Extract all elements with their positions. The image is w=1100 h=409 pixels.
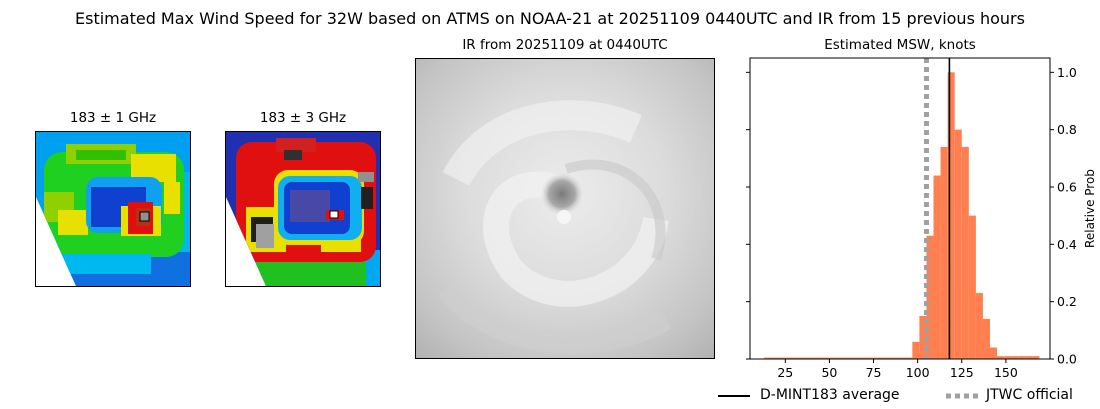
histogram-bar bbox=[954, 129, 962, 359]
legend-jtwc-swatch bbox=[946, 393, 978, 399]
figure-title: Estimated Max Wind Speed for 32W based o… bbox=[75, 9, 1025, 28]
histogram-bar bbox=[771, 357, 779, 359]
histogram-title: Estimated MSW, knots bbox=[824, 37, 976, 53]
histogram-bar bbox=[862, 357, 870, 359]
y-tick-label: 1.0 bbox=[1057, 65, 1077, 80]
x-tick-label: 75 bbox=[866, 365, 882, 380]
ir-panel-title: IR from 20251109 at 0440UTC bbox=[462, 37, 668, 53]
histogram-bar bbox=[877, 357, 885, 359]
ir-image-panel bbox=[415, 58, 715, 359]
legend-jtwc-label: JTWC official bbox=[986, 387, 1073, 403]
histogram-bar bbox=[933, 175, 941, 359]
histogram-bar bbox=[1004, 356, 1012, 359]
mw1-image-panel bbox=[35, 131, 191, 287]
y-tick-label: 0.4 bbox=[1057, 237, 1077, 252]
histogram-bar bbox=[898, 357, 906, 359]
histogram-bar bbox=[764, 357, 772, 359]
histogram-bar bbox=[785, 357, 793, 359]
ir-satellite-image bbox=[416, 59, 714, 358]
x-tick-label: 25 bbox=[777, 365, 793, 380]
histogram-bar bbox=[813, 357, 821, 359]
mw1-panel-title: 183 ± 1 GHz bbox=[69, 110, 157, 126]
histogram-bar bbox=[841, 357, 849, 359]
histogram-bar bbox=[975, 293, 983, 359]
x-tick-label: 150 bbox=[994, 365, 1018, 380]
histogram-bar bbox=[799, 357, 807, 359]
histogram-axes-frame bbox=[749, 57, 1051, 360]
histogram-bar bbox=[1025, 356, 1033, 359]
histogram-bar bbox=[1018, 356, 1026, 359]
histogram-bar bbox=[947, 72, 955, 359]
histogram-bar bbox=[919, 316, 927, 359]
histogram-bar bbox=[884, 357, 892, 359]
y-tick-label: 0.8 bbox=[1057, 122, 1077, 137]
histogram-bar bbox=[778, 357, 786, 359]
histogram-bar bbox=[891, 357, 899, 359]
histogram-bar bbox=[968, 215, 976, 359]
histogram-bar bbox=[1032, 356, 1040, 359]
mw1-brightness-temperature-map bbox=[36, 132, 190, 286]
histogram-bar bbox=[855, 357, 863, 359]
y-tick-label: 0.6 bbox=[1057, 180, 1077, 195]
y-tick-label: 0.2 bbox=[1057, 294, 1077, 309]
histogram-y-axis-label: Relative Prob bbox=[1083, 169, 1097, 248]
histogram-bar bbox=[940, 146, 948, 359]
histogram-bar bbox=[848, 357, 856, 359]
x-tick-label: 125 bbox=[950, 365, 974, 380]
histogram-bar bbox=[827, 357, 835, 359]
legend-dmint-swatch bbox=[718, 395, 750, 397]
histogram-bar bbox=[820, 357, 828, 359]
histogram-bar bbox=[792, 357, 800, 359]
x-tick-label: 50 bbox=[821, 365, 837, 380]
mw2-image-panel bbox=[225, 131, 381, 287]
histogram-bar bbox=[926, 235, 934, 359]
chart-legend: D-MINT183 average JTWC official bbox=[718, 385, 1098, 407]
histogram-bar bbox=[912, 341, 920, 359]
histogram-bar bbox=[982, 318, 990, 359]
histogram-bar bbox=[806, 357, 814, 359]
histogram-bar bbox=[1011, 356, 1019, 359]
histogram-bar bbox=[990, 347, 998, 359]
histogram-bar bbox=[997, 356, 1005, 359]
legend-dmint-label: D-MINT183 average bbox=[760, 387, 900, 403]
histogram-bar bbox=[834, 357, 842, 359]
mw2-panel-title: 183 ± 3 GHz bbox=[259, 110, 347, 126]
histogram-bar bbox=[961, 146, 969, 359]
y-tick-label: 0.0 bbox=[1057, 352, 1077, 367]
msw-histogram-chart: 25 50 75 100 125 150 0.0 0.2 0.4 0.6 0.8 1.0 Relat… bbox=[746, 57, 1097, 380]
histogram-bar bbox=[905, 357, 913, 359]
histogram-bar bbox=[870, 357, 878, 359]
mw2-brightness-temperature-map bbox=[226, 132, 380, 286]
x-tick-label: 100 bbox=[906, 365, 930, 380]
